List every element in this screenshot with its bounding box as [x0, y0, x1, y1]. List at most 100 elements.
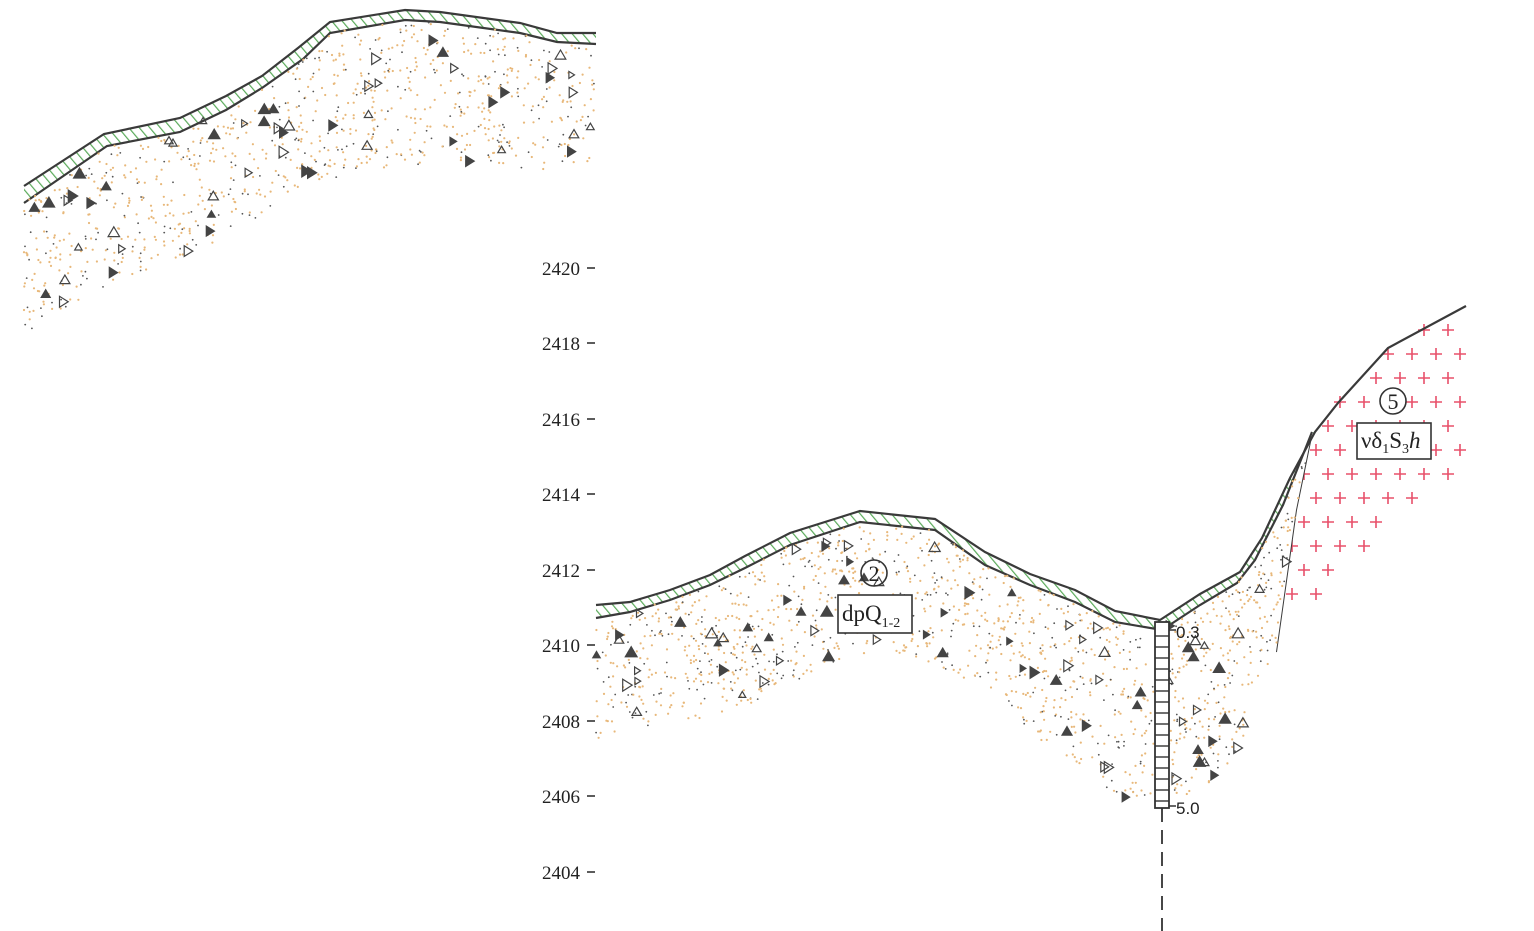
- deposit-dot: [1009, 615, 1012, 619]
- deposit-dot: [1067, 605, 1069, 608]
- deposit-dot: [795, 662, 798, 665]
- deposit-dot: [416, 40, 419, 43]
- deposit-dot: [355, 93, 358, 96]
- deposit-dot: [1006, 620, 1010, 623]
- deposit-dot: [660, 687, 663, 691]
- deposit-dot: [193, 164, 196, 168]
- clast-symbol: [241, 118, 249, 129]
- deposit-dot: [931, 576, 934, 579]
- deposit-dot: [1238, 591, 1241, 594]
- deposit-dot: [105, 162, 108, 166]
- deposit-dot: [80, 270, 83, 273]
- deposit-dot: [733, 653, 736, 657]
- deposit-dot: [942, 666, 945, 669]
- deposit-dot: [1047, 604, 1050, 607]
- deposit-dot: [557, 145, 560, 148]
- deposit-dot: [412, 33, 416, 36]
- deposit-dot: [276, 126, 278, 129]
- deposit-dot: [1071, 753, 1074, 756]
- deposit-dot: [1113, 666, 1116, 669]
- deposit-dot: [1130, 720, 1133, 723]
- deposit-dot: [578, 47, 580, 50]
- deposit-dot: [937, 542, 941, 545]
- deposit-dot: [950, 587, 953, 590]
- clast-symbol: [591, 650, 602, 659]
- deposit-dot: [230, 161, 233, 164]
- deposit-dot: [1222, 707, 1225, 710]
- deposit-dot: [181, 253, 184, 256]
- deposit-dot: [1238, 727, 1241, 730]
- deposit-dot: [657, 617, 661, 620]
- deposit-dot: [610, 720, 614, 723]
- deposit-dot: [669, 694, 672, 697]
- deposit-dot: [46, 236, 49, 239]
- deposit-dot: [705, 595, 708, 598]
- deposit-dot: [352, 114, 355, 117]
- rock-cross: [1322, 468, 1334, 480]
- deposit-dot: [760, 628, 763, 631]
- deposit-dot: [494, 70, 496, 73]
- deposit-dot: [807, 561, 810, 563]
- deposit-dot: [123, 174, 126, 177]
- deposit-dot: [921, 549, 923, 552]
- clast-symbol: [1218, 712, 1232, 724]
- deposit-dot: [1134, 728, 1137, 731]
- deposit-dot: [1116, 637, 1119, 641]
- deposit-dot: [862, 530, 865, 533]
- deposit-dot: [298, 77, 301, 81]
- deposit-dot: [1120, 693, 1123, 696]
- deposit-dot: [372, 133, 375, 136]
- deposit-dot: [309, 78, 312, 81]
- deposit-dot: [744, 641, 747, 644]
- deposit-dot: [305, 57, 308, 60]
- deposit-dot: [1243, 711, 1246, 714]
- deposit-dot: [1211, 642, 1214, 646]
- deposit-dot: [24, 323, 27, 326]
- deposit-dot: [48, 260, 51, 264]
- deposit-dot: [226, 126, 230, 129]
- deposit-dot: [53, 234, 56, 237]
- deposit-dot: [380, 49, 383, 52]
- deposit-dot: [134, 167, 138, 170]
- deposit-dot: [1176, 720, 1178, 723]
- deposit-dot: [399, 97, 402, 100]
- deposit-dot: [681, 705, 684, 708]
- deposit-dot: [1020, 642, 1023, 645]
- deposit-dot: [1048, 592, 1051, 595]
- deposit-dot: [260, 88, 264, 91]
- deposit-dot: [932, 588, 936, 591]
- deposit-dot: [463, 112, 466, 115]
- deposit-dot: [952, 622, 955, 625]
- deposit-dot: [1145, 729, 1148, 732]
- deposit-dot: [1184, 728, 1187, 731]
- deposit-dot: [1175, 742, 1178, 745]
- deposit-dot: [917, 556, 920, 559]
- deposit-dot: [1206, 702, 1209, 705]
- deposit-dot: [681, 601, 684, 603]
- deposit-dot: [111, 166, 115, 169]
- deposit-dot: [220, 191, 223, 194]
- deposit-dot: [484, 42, 487, 45]
- deposit-dot: [28, 310, 31, 313]
- deposit-dot: [928, 642, 931, 645]
- deposit-dot: [674, 677, 677, 680]
- deposit-dot: [362, 87, 364, 90]
- deposit-dot: [854, 570, 857, 573]
- deposit-dot: [58, 269, 61, 272]
- deposit-dot: [1014, 632, 1017, 635]
- deposit-dot: [354, 36, 356, 39]
- deposit-dot: [1238, 640, 1241, 644]
- deposit-dot: [1037, 589, 1040, 592]
- rock-cross: [1442, 468, 1454, 480]
- deposit-dot: [657, 620, 660, 623]
- deposit-dot: [958, 565, 962, 568]
- deposit-dot: [1033, 632, 1035, 635]
- deposit-dot: [429, 62, 432, 65]
- deposit-dot: [1275, 603, 1278, 606]
- clast-symbol: [273, 121, 284, 135]
- deposit-dot: [587, 115, 589, 118]
- deposit-dot: [1260, 564, 1262, 567]
- deposit-dot: [1207, 693, 1210, 696]
- deposit-dot: [948, 609, 951, 611]
- deposit-dot: [548, 86, 551, 89]
